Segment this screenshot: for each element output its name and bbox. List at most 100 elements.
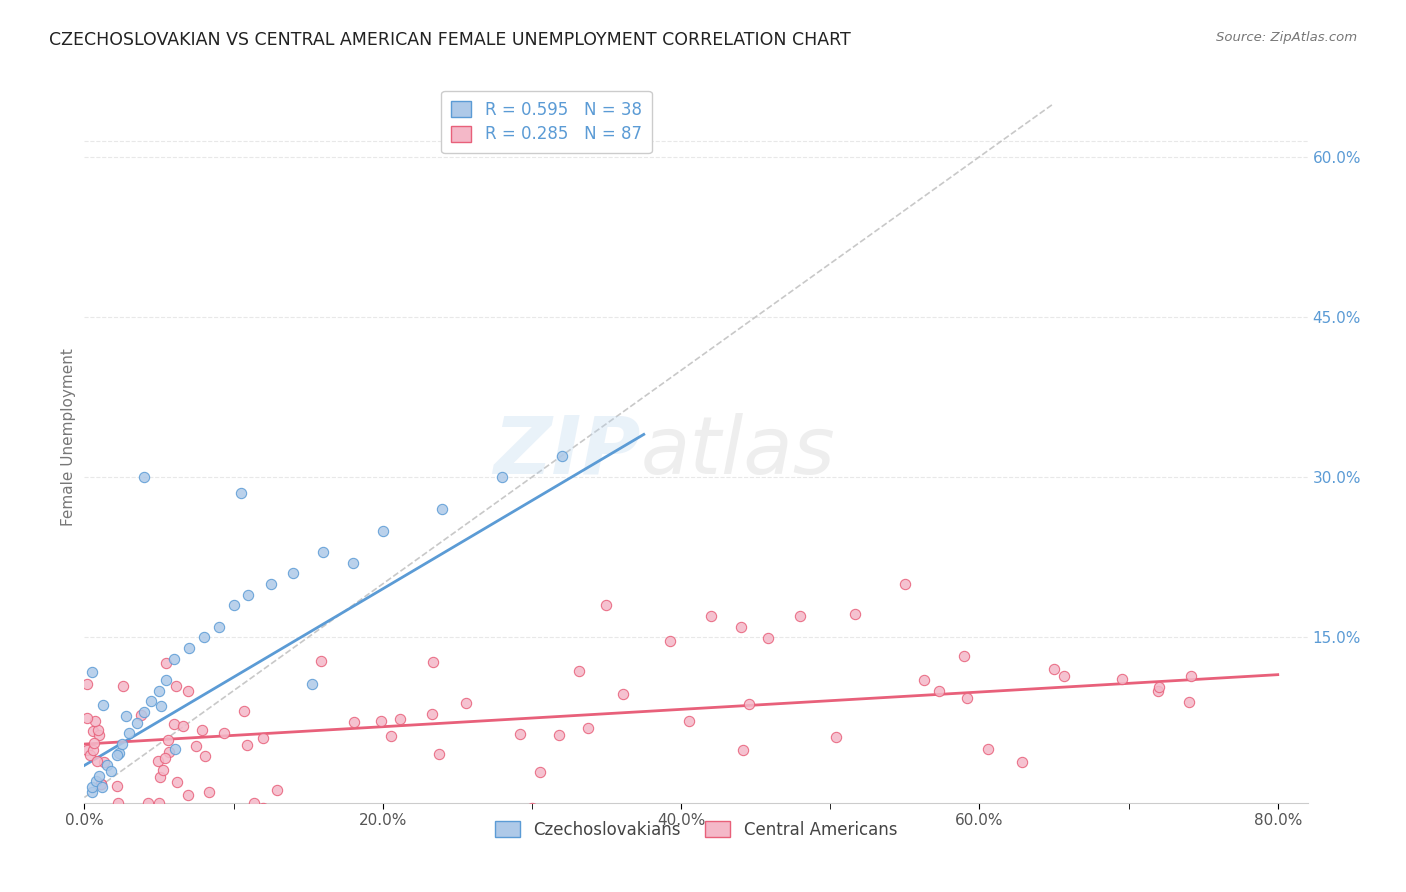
Point (82, 743, 104, 757)
Point (236, 738, 259, 752)
Point (125, 715, 148, 730)
Point (520, 801, 543, 815)
Point (138, 796, 160, 810)
Point (309, 654, 332, 668)
Point (1178, 695, 1201, 709)
Point (118, 726, 141, 740)
Point (155, 673, 177, 687)
Point (91, 698, 114, 712)
Point (371, 524, 394, 538)
Point (84, 714, 107, 728)
Point (252, 801, 274, 815)
Point (212, 725, 235, 739)
Point (229, 486, 252, 500)
Point (380, 729, 402, 743)
Point (107, 746, 129, 760)
Point (529, 765, 551, 780)
Point (83, 736, 105, 750)
Point (152, 763, 174, 777)
Point (1011, 755, 1033, 769)
Point (756, 631, 779, 645)
Text: CZECHOSLOVAKIAN VS CENTRAL AMERICAN FEMALE UNEMPLOYMENT CORRELATION CHART: CZECHOSLOVAKIAN VS CENTRAL AMERICAN FEMA… (49, 31, 851, 49)
Point (149, 770, 172, 784)
Point (509, 727, 531, 741)
Point (207, 619, 229, 633)
Point (87, 723, 110, 738)
Point (1147, 680, 1170, 694)
Point (432, 502, 454, 516)
Point (155, 657, 177, 671)
Point (80, 785, 103, 799)
Point (456, 696, 478, 710)
Point (700, 609, 723, 624)
Point (89, 769, 111, 783)
Point (176, 788, 198, 802)
Point (82, 723, 104, 738)
Point (197, 785, 219, 799)
Point (260, 577, 283, 591)
Point (100, 764, 122, 778)
Point (177, 640, 200, 655)
Point (80, 780, 103, 794)
Point (825, 731, 848, 745)
Point (370, 714, 392, 728)
Point (114, 708, 136, 723)
Point (678, 714, 700, 728)
Point (491, 470, 513, 484)
Point (222, 599, 245, 613)
Point (1043, 662, 1066, 676)
Point (165, 679, 187, 693)
Point (166, 775, 188, 789)
Point (301, 677, 323, 691)
Point (79, 748, 101, 763)
Point (193, 630, 215, 644)
Point (343, 715, 366, 730)
Point (184, 739, 207, 753)
Point (76, 743, 98, 757)
Point (1147, 683, 1170, 698)
Point (422, 655, 444, 669)
Point (86, 754, 108, 768)
Point (738, 698, 761, 712)
Point (132, 705, 155, 719)
Point (157, 732, 180, 747)
Point (844, 607, 866, 621)
Point (141, 694, 163, 708)
Point (93, 755, 115, 769)
Text: atlas: atlas (641, 413, 835, 491)
Point (551, 449, 574, 463)
Point (371, 812, 394, 826)
Point (176, 683, 198, 698)
Point (976, 742, 998, 756)
Point (576, 721, 599, 735)
Point (132, 470, 155, 484)
Point (148, 683, 170, 698)
Point (84, 774, 107, 789)
Point (157, 744, 180, 758)
Point (90, 777, 112, 791)
Point (76, 677, 98, 691)
Point (956, 691, 979, 706)
Point (446, 806, 468, 821)
Point (733, 743, 755, 757)
Point (420, 706, 443, 721)
Point (129, 708, 152, 723)
Text: ZIP: ZIP (494, 413, 641, 491)
Point (595, 599, 617, 613)
Point (76, 711, 98, 725)
Point (111, 737, 134, 751)
Point (96, 758, 118, 772)
Point (1111, 672, 1133, 686)
Point (155, 751, 177, 765)
Point (283, 566, 305, 581)
Point (427, 747, 450, 761)
Point (190, 723, 212, 737)
Point (238, 588, 260, 602)
Point (1180, 669, 1202, 683)
Legend: Czechoslovakians, Central Americans: Czechoslovakians, Central Americans (488, 814, 904, 846)
Point (90, 777, 112, 791)
Point (894, 577, 917, 591)
Point (146, 755, 169, 769)
Point (730, 619, 752, 633)
Point (568, 664, 591, 678)
